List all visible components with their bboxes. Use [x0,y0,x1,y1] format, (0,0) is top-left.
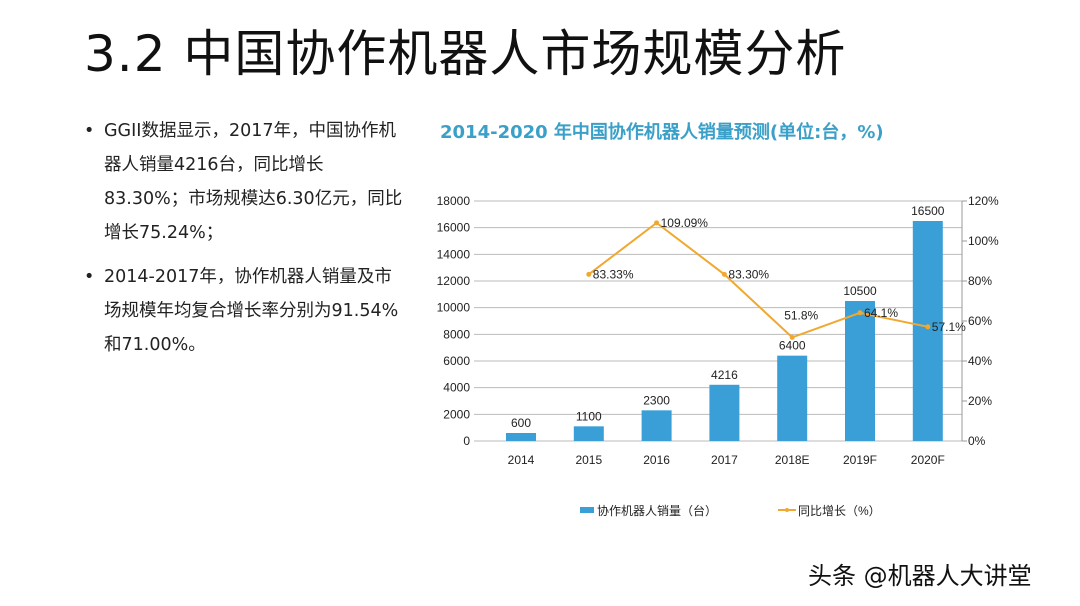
left-axis-tick-label: 8000 [443,327,470,341]
legend-label: 协作机器人销量（台） [597,503,717,518]
bar-data-label: 600 [511,416,531,430]
bullet-list: GGII数据显示，2017年，中国协作机器人销量4216台，同比增长83.30%… [84,114,404,372]
x-axis-tick-label: 2020F [911,453,945,467]
chart-title: 2014-2020 年中国协作机器人销量预测(单位:台，%) [440,122,884,143]
bar [912,221,943,441]
x-axis-tick-label: 2015 [575,453,602,467]
bar [709,384,740,441]
bar-data-label: 4216 [711,368,738,382]
growth-point [857,310,863,316]
legend-label: 同比增长（%） [798,504,881,518]
legend-swatch-marker [785,508,789,512]
x-axis-tick-label: 2016 [643,453,670,467]
right-axis-tick-label: 80% [968,274,992,288]
watermark: 头条 @机器人大讲堂 [808,562,1032,590]
right-axis-tick-label: 100% [968,234,999,248]
left-axis-tick-label: 6000 [443,354,470,368]
right-axis-tick-label: 60% [968,314,992,328]
bar-data-label: 2300 [643,393,670,407]
left-axis-tick-label: 14000 [437,247,471,261]
x-axis-tick-label: 2014 [508,453,535,467]
growth-data-label: 83.30% [728,267,769,281]
right-axis-tick-label: 40% [968,354,992,368]
x-axis-tick-label: 2017 [711,453,738,467]
growth-point [654,220,660,226]
x-axis-tick-label: 2018E [775,453,810,467]
bar [845,301,875,441]
right-axis-tick-label: 0% [968,434,986,448]
bar-data-label: 1100 [576,409,602,423]
left-axis-tick-label: 4000 [443,381,470,395]
bullet-item: 2014-2017年，协作机器人销量及市场规模年均复合增长率分别为91.54%和… [84,260,404,362]
slide-title: 3.2 中国协作机器人市场规模分析 [84,25,847,83]
growth-data-label: 64.1% [864,306,898,320]
growth-point [925,324,931,330]
growth-data-label: 51.8% [784,308,818,322]
growth-data-label: 83.33% [593,267,634,281]
bar [777,355,808,441]
growth-point [721,271,727,277]
bar [573,426,604,441]
growth-point [789,334,795,340]
right-axis-tick-label: 20% [968,394,992,408]
growth-data-label: 109.09% [661,216,709,230]
growth-data-label: 57.1% [932,320,966,334]
left-axis-tick-label: 10000 [437,301,471,315]
left-axis-tick-label: 16000 [437,221,471,235]
legend-swatch-bar [580,507,594,513]
x-axis-tick-label: 2019F [843,453,877,467]
bar [506,433,536,441]
bar [641,410,672,441]
right-axis-tick-label: 120% [968,194,999,208]
bar-data-label: 16500 [911,204,945,218]
left-axis-tick-label: 12000 [437,274,471,288]
bullet-item: GGII数据显示，2017年，中国协作机器人销量4216台，同比增长83.30%… [84,114,404,250]
left-axis-tick-label: 2000 [443,407,470,421]
left-axis-tick-label: 18000 [437,194,471,208]
bar-data-label: 10500 [843,284,877,298]
left-axis-tick-label: 0 [463,434,470,448]
bar-data-label: 6400 [779,339,806,353]
growth-line [588,221,929,339]
growth-point [586,271,592,277]
